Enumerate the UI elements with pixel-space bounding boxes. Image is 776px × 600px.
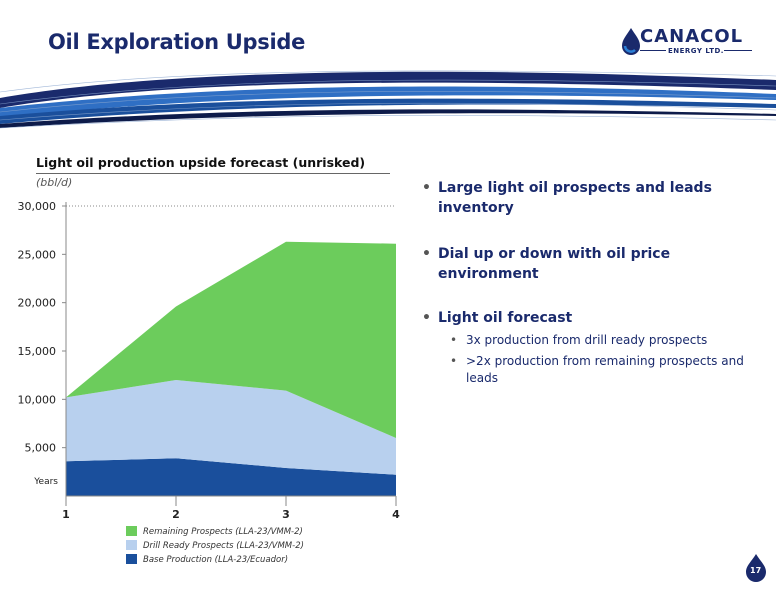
legend-swatch [126,554,137,564]
area-series-0 [66,458,396,496]
legend-label: Remaining Prospects (LLA-23/VMM-2) [143,527,303,537]
legend-swatch [126,540,137,550]
x-tick-label: 4 [392,508,400,521]
x-tick-label: 2 [172,508,180,521]
y-tick-label: 5,000 [25,442,57,455]
y-tick-label: 10,000 [18,393,57,406]
bullet-list: Large light oil prospects and leads inve… [422,178,762,387]
page-badge [746,554,766,582]
area-series-2 [66,241,396,438]
page-number: 17 [750,566,762,575]
x-tick-label: 3 [282,508,290,521]
bullet-light-oil-forecast: Light oil forecast [422,308,762,328]
logo-subtitle: ENERGY LTD. [668,47,724,55]
area-series-1 [66,380,396,475]
production-forecast-chart: 5,000 10,000 15,000 20,000 25,000 30,000 1 2 3 4 Y… [18,200,401,565]
y-tick-label: 15,000 [18,345,57,358]
y-tick-label: 20,000 [18,297,57,310]
y-tick-label: 30,000 [18,200,57,213]
legend-label: Base Production (LLA-23/Ecuador) [143,555,288,565]
chart-title: Light oil production upside forecast (un… [36,155,366,170]
drop-icon [622,28,640,55]
chart-title-rule [36,173,390,174]
bullet-oil-price: Dial up or down with oil price environme… [422,244,762,284]
chart-unit: (bbl/d) [36,176,73,189]
y-tick-label: 25,000 [18,248,57,261]
sub-bullet-drill-ready: 3x production from drill ready prospects [450,332,762,349]
x-tick-label: 1 [62,508,70,521]
legend-swatch [126,526,137,536]
logo-name: CANACOL [640,26,744,47]
header-swoosh [0,70,776,129]
bullet-prospects: Large light oil prospects and leads inve… [422,178,762,218]
sub-bullet-remaining: >2x production from remaining prospects … [450,353,762,387]
slide-title: Oil Exploration Upside [48,30,306,54]
legend-label: Drill Ready Prospects (LLA-23/VMM-2) [143,541,304,551]
x-axis-label: Years [33,477,58,487]
company-logo: CANACOL ENERGY LTD. [616,24,756,64]
